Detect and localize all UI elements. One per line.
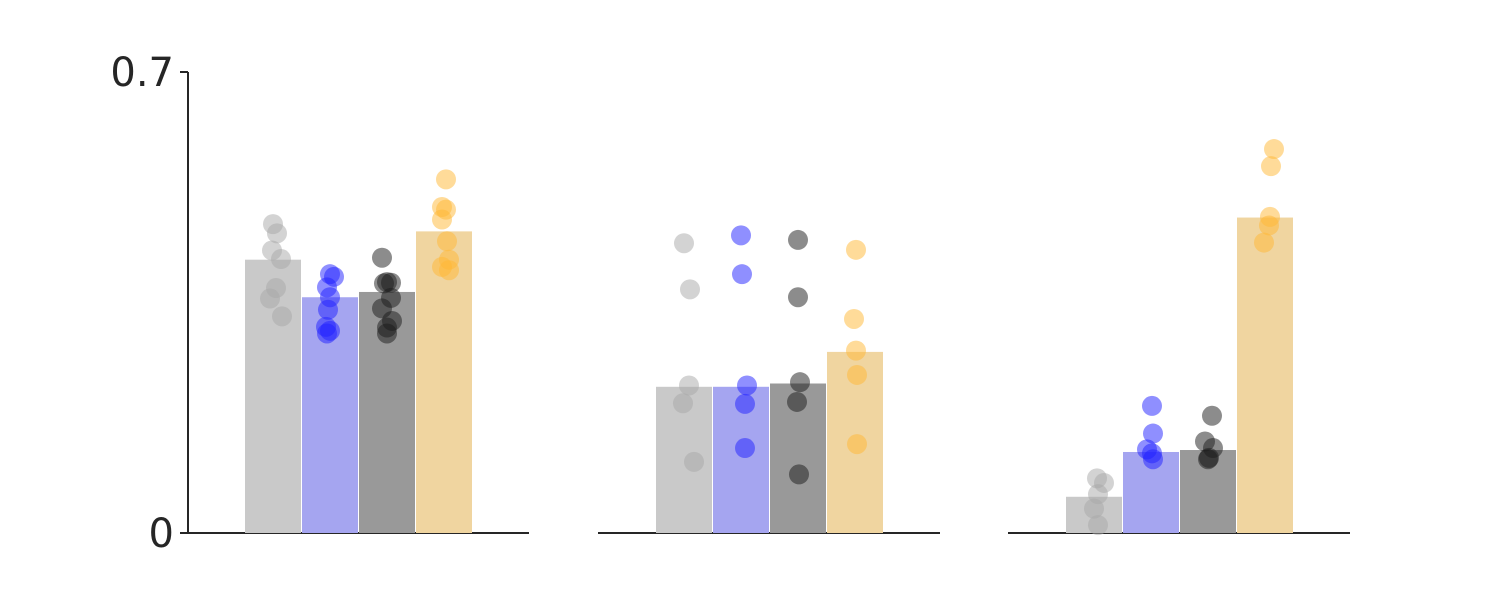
data-point [737,375,757,396]
data-point [847,434,867,455]
y-tick-label: 0 [149,511,174,557]
bar [416,231,472,534]
data-point [1259,215,1279,236]
data-point [1261,156,1281,177]
data-points [260,139,1284,536]
data-point [788,229,808,250]
data-point [318,299,338,320]
bars [245,217,1293,534]
tick-labels: 00.7 [110,50,174,557]
data-point [1143,449,1163,470]
data-point [1202,405,1222,426]
data-point [377,323,397,344]
y-tick-label: 0.7 [110,50,174,96]
data-point [732,264,752,285]
data-point [846,340,866,361]
data-point [267,223,287,244]
data-point [432,209,452,230]
data-point [437,231,457,252]
data-point [272,306,292,327]
data-point [673,393,693,414]
data-point [684,451,704,472]
data-point [674,233,694,254]
data-point [680,279,700,300]
data-point [846,239,866,260]
data-point [790,372,810,393]
data-point [317,323,337,344]
data-point [735,393,755,414]
data-point [735,438,755,459]
data-point [260,288,280,309]
data-point [1088,515,1108,536]
data-point [787,391,807,412]
data-point [847,364,867,385]
data-point [1143,423,1163,444]
data-point [1254,232,1274,253]
data-point [1142,395,1162,416]
bar [1237,217,1293,533]
data-point [789,464,809,485]
data-point [1084,498,1104,519]
data-point [788,287,808,308]
data-point [439,260,459,281]
data-point [679,375,699,396]
data-point [731,225,751,246]
data-point [844,308,864,329]
data-point [271,249,291,270]
data-point [372,247,392,268]
data-point [1198,449,1218,470]
data-point [436,169,456,190]
data-point [1264,139,1284,160]
